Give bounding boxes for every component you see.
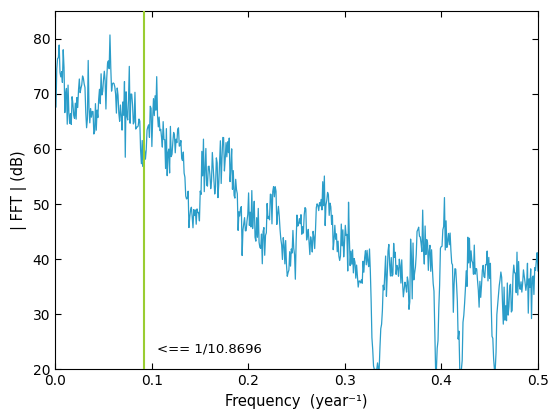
Text: <== 1/10.8696: <== 1/10.8696	[157, 343, 262, 356]
X-axis label: Frequency  (year⁻¹): Frequency (year⁻¹)	[225, 394, 368, 409]
Y-axis label: | FFT | (dB): | FFT | (dB)	[11, 150, 27, 230]
